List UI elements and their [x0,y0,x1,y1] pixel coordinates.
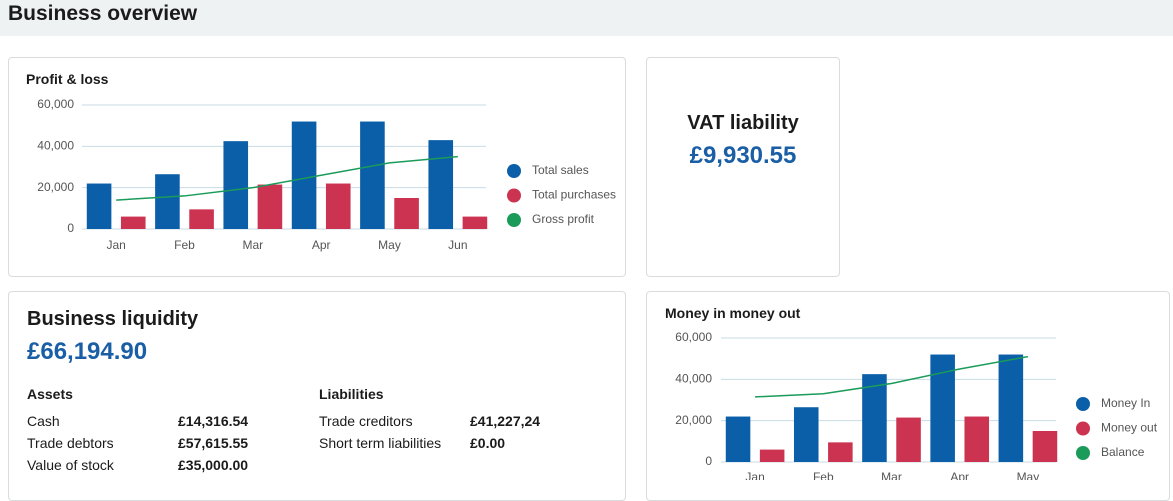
liquidity-card [8,291,626,501]
x-tick-label: Mar [881,470,902,480]
y-tick-label: 60,000 [37,97,74,111]
legend-label: Gross profit [532,212,595,226]
x-tick-label: Apr [950,470,969,480]
card-title: Profit & loss [26,71,109,87]
bar [964,416,990,462]
bar [828,442,853,462]
bar [428,140,454,229]
row-value: £0.00 [470,435,506,451]
legend-marker [1076,421,1090,436]
card-title: Money in money out [665,305,801,321]
bar [155,174,180,229]
bar [291,121,317,229]
bar [462,216,488,229]
y-tick-label: 0 [705,454,712,468]
liabilities-heading: Liabilities [319,386,384,402]
row-label: Trade creditors [319,413,413,429]
y-tick-label: 60,000 [675,330,712,344]
assets-heading: Assets [27,386,73,402]
vat-amount: £9,930.55 [689,142,797,169]
legend-label: Total sales [532,163,589,177]
bar [896,417,921,462]
row-value: £57,615.55 [178,435,249,451]
liquidity-title: Business liquidity [27,308,199,330]
bar [1032,431,1058,462]
x-tick-label: Feb [813,470,834,480]
line [755,355,1029,398]
legend-marker [1076,446,1090,460]
x-tick-label: Jan [745,470,764,480]
row-value: £41,227,24 [470,413,541,429]
bar [998,354,1024,462]
x-tick-label: Apr [312,238,331,252]
x-tick-label: Feb [174,238,195,252]
vat-title: VAT liability [687,112,799,134]
vat-card: VAT liability £9,930.55 [646,57,840,277]
y-tick-label: 20,000 [675,413,712,427]
bar [325,183,351,229]
legend-marker [507,164,521,178]
x-tick-label: Jun [448,238,467,252]
bar [360,121,385,229]
row-value: £14,316.54 [178,413,249,429]
page-title: Business overview [8,2,198,25]
x-tick-label: May [1017,470,1040,480]
legend-label: Total purchases [532,188,616,202]
money-card [646,291,1170,501]
bar [223,141,249,229]
bar [189,209,214,229]
row-label: Cash [27,413,60,429]
bar [759,449,785,462]
bar [394,198,419,229]
line [116,155,458,201]
y-tick-label: 20,000 [37,180,74,194]
y-tick-label: 40,000 [37,139,74,153]
bar [793,407,819,462]
bar [120,216,146,229]
row-label: Trade debtors [27,435,114,451]
bar [862,374,887,462]
bar [257,184,283,229]
bar [725,416,751,462]
legend-marker [1076,397,1090,411]
legend-marker [507,188,521,203]
row-label: Value of stock [27,457,114,473]
profit-loss-card [8,57,626,277]
x-tick-label: May [378,238,401,252]
legend-marker [507,213,521,227]
legend-label: Balance [1101,445,1145,459]
bar [86,183,112,229]
y-tick-label: 0 [67,221,74,235]
charts: 0 20,000 40,000 60,000 Jan Feb Mar Apr May Jun Tot… [37,97,1158,480]
header: Business overview [0,0,1173,36]
legend-label: Money out [1101,421,1158,435]
row-label: Short term liabilities [319,435,442,451]
liquidity-amount: £66,194.90 [27,338,148,365]
row-value: £35,000.00 [178,457,249,473]
y-tick-label: 40,000 [675,372,712,386]
legend-label: Money In [1101,396,1150,410]
x-tick-label: Jan [106,238,125,252]
x-tick-label: Mar [242,238,263,252]
